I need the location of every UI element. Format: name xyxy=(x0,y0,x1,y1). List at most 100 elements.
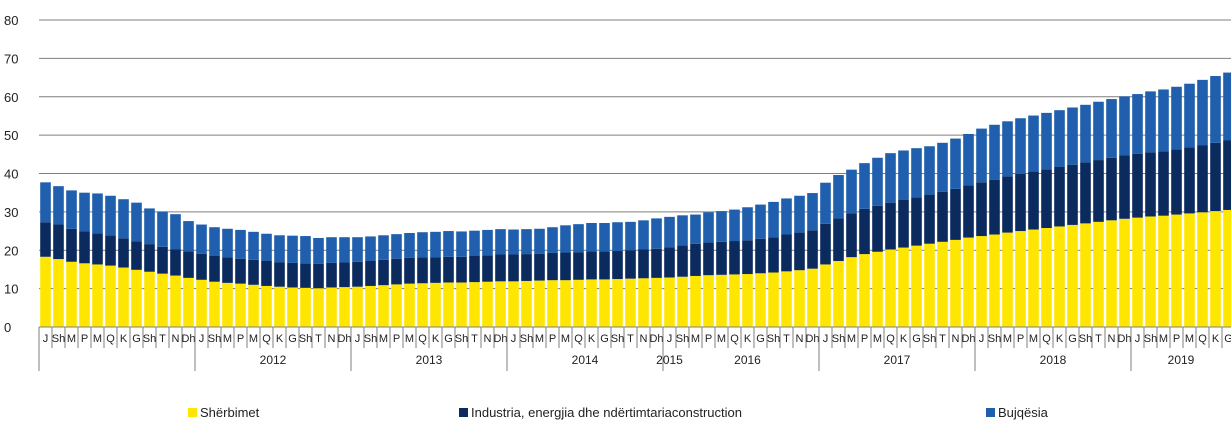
bar-1-65 xyxy=(885,202,896,250)
bar-0-8 xyxy=(144,271,155,327)
bar-2-21 xyxy=(313,237,324,264)
month-label-2: M xyxy=(67,333,76,345)
bar-0-89 xyxy=(1197,212,1208,327)
bar-0-49 xyxy=(677,276,688,327)
month-label-33: T xyxy=(471,333,478,345)
bar-2-78 xyxy=(1054,110,1065,167)
bar-2-31 xyxy=(443,231,454,257)
bar-0-22 xyxy=(326,287,337,327)
bar-1-57 xyxy=(781,234,792,272)
bar-0-24 xyxy=(352,286,363,327)
month-label-89: Q xyxy=(1198,333,1207,345)
bar-2-52 xyxy=(716,211,727,242)
month-label-52: M xyxy=(717,333,726,345)
bar-0-53 xyxy=(729,274,740,327)
bar-2-33 xyxy=(469,230,480,257)
bar-2-73 xyxy=(989,124,1000,180)
bar-1-31 xyxy=(443,256,454,283)
bar-0-71 xyxy=(963,237,974,327)
bar-1-44 xyxy=(612,251,623,280)
legend-swatch-sherbimet xyxy=(188,408,197,417)
bar-0-75 xyxy=(1015,231,1026,327)
bar-2-89 xyxy=(1197,79,1208,146)
month-label-1: Sh xyxy=(52,333,65,345)
bar-2-91 xyxy=(1223,72,1231,141)
bar-0-82 xyxy=(1106,220,1117,327)
bar-2-46 xyxy=(638,220,649,250)
bar-1-87 xyxy=(1171,149,1182,215)
bar-0-2 xyxy=(66,261,77,327)
bar-0-57 xyxy=(781,271,792,327)
bar-2-87 xyxy=(1171,86,1182,150)
month-label-80: Sh xyxy=(1079,333,1092,345)
bar-0-38 xyxy=(534,280,545,327)
bar-2-3 xyxy=(79,192,90,232)
bar-2-80 xyxy=(1080,104,1091,163)
bar-2-83 xyxy=(1119,96,1130,156)
bar-1-69 xyxy=(937,191,948,242)
bar-1-41 xyxy=(573,252,584,280)
year-label-2018: 2018 xyxy=(1040,353,1067,367)
month-label-54: K xyxy=(744,333,752,345)
month-label-5: Q xyxy=(106,333,115,345)
bar-0-87 xyxy=(1171,214,1182,327)
bar-2-41 xyxy=(573,224,584,253)
bar-2-17 xyxy=(261,233,272,261)
bar-1-19 xyxy=(287,262,298,288)
bar-0-91 xyxy=(1223,209,1231,327)
bar-2-71 xyxy=(963,133,974,186)
bar-0-76 xyxy=(1028,229,1039,327)
bar-2-49 xyxy=(677,215,688,246)
bar-0-33 xyxy=(469,282,480,327)
bar-1-77 xyxy=(1041,169,1052,228)
bar-0-6 xyxy=(118,267,129,327)
bar-2-10 xyxy=(170,214,181,250)
bar-1-42 xyxy=(586,251,597,280)
month-label-76: M xyxy=(1029,333,1038,345)
bar-1-32 xyxy=(456,256,467,283)
bar-1-83 xyxy=(1119,155,1130,219)
bars xyxy=(40,72,1231,327)
bar-0-35 xyxy=(495,281,506,327)
bar-2-16 xyxy=(248,231,259,260)
bar-1-26 xyxy=(378,259,389,286)
bar-2-85 xyxy=(1145,91,1156,153)
month-label-15: P xyxy=(237,333,244,345)
y-tick-label-0: 0 xyxy=(4,320,11,335)
bar-0-81 xyxy=(1093,221,1104,327)
bar-1-39 xyxy=(547,252,558,281)
bar-1-70 xyxy=(950,188,961,240)
bar-0-26 xyxy=(378,285,389,327)
month-label-38: M xyxy=(535,333,544,345)
bar-1-3 xyxy=(79,231,90,264)
bar-0-29 xyxy=(417,283,428,327)
bar-2-13 xyxy=(209,227,220,257)
month-label-73: Sh xyxy=(988,333,1001,345)
bar-0-44 xyxy=(612,279,623,327)
bar-2-74 xyxy=(1002,121,1013,177)
month-label-11: Dh xyxy=(181,333,195,345)
bar-2-62 xyxy=(846,169,857,214)
bar-0-83 xyxy=(1119,218,1130,327)
bar-1-29 xyxy=(417,257,428,284)
bar-1-18 xyxy=(274,262,285,287)
legend-item-industria: Industria, energjia dhe ndërtimtariacons… xyxy=(459,405,742,420)
month-label-39: P xyxy=(549,333,556,345)
month-label-85: Sh xyxy=(1144,333,1157,345)
month-label-8: Sh xyxy=(143,333,156,345)
legend-swatch-bujqesia xyxy=(986,408,995,417)
bar-1-66 xyxy=(898,199,909,248)
bar-0-11 xyxy=(183,277,194,327)
legend-label-sherbimet: Shërbimet xyxy=(200,405,260,420)
bar-2-47 xyxy=(651,218,662,249)
year-label-2016: 2016 xyxy=(734,353,761,367)
bar-2-43 xyxy=(599,223,610,252)
legend-label-bujqesia: Bujqësia xyxy=(998,405,1048,420)
month-label-36: J xyxy=(511,333,517,345)
bar-1-12 xyxy=(196,253,207,280)
bar-1-53 xyxy=(729,241,740,275)
bar-1-79 xyxy=(1067,164,1078,225)
bar-2-2 xyxy=(66,190,77,229)
bar-0-73 xyxy=(989,234,1000,327)
y-tick-label-30: 30 xyxy=(4,205,18,220)
